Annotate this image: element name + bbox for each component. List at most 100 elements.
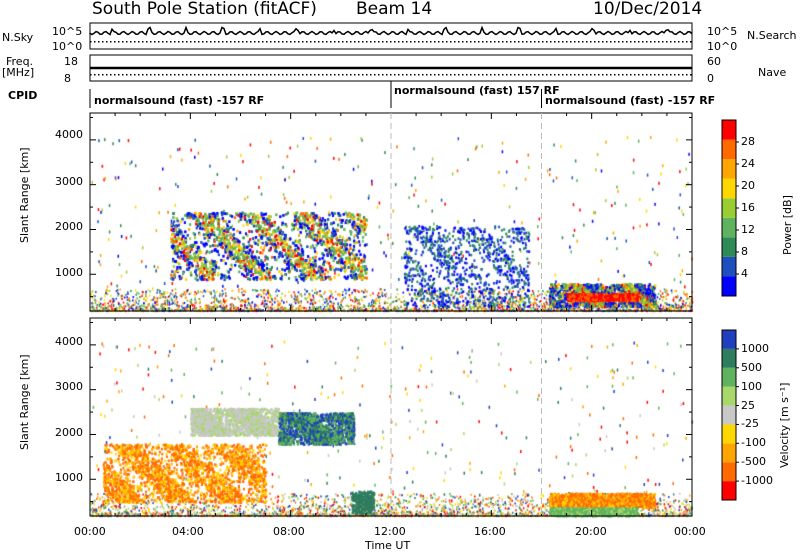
- nave-point: [390, 74, 392, 76]
- nsearch-point: [282, 41, 284, 43]
- nave-point: [290, 74, 292, 76]
- nsearch-point: [330, 41, 332, 43]
- velocity-ylabel: Slant Range [km]: [18, 354, 31, 450]
- nsearch-point: [286, 41, 288, 43]
- nsearch-point: [670, 41, 672, 43]
- nave-point: [234, 74, 236, 76]
- nave-point: [638, 74, 640, 76]
- nsearch-point: [134, 41, 136, 43]
- nsearch-point: [538, 41, 540, 43]
- nave-point: [230, 74, 232, 76]
- nave-point: [214, 74, 216, 76]
- power-colorbar-ticklabel: 12: [741, 223, 755, 236]
- nsearch-point: [190, 41, 192, 43]
- nsearch-point: [166, 41, 168, 43]
- nave-point: [242, 74, 244, 76]
- nsearch-point: [106, 41, 108, 43]
- nave-point: [346, 74, 348, 76]
- nsearch-point: [410, 41, 412, 43]
- nsearch-point: [262, 41, 264, 43]
- power-colorbar-ticklabel: 8: [741, 245, 748, 258]
- nsearch-point: [606, 41, 608, 43]
- power-colorbar-ticklabel: 24: [741, 157, 755, 170]
- nave-point: [278, 74, 280, 76]
- nave-point: [310, 74, 312, 76]
- nsearch-point: [634, 41, 636, 43]
- power-colorbar-swatch: [722, 159, 736, 179]
- nsearch-point: [378, 41, 380, 43]
- xtick-0800: 08:00: [273, 525, 305, 538]
- velocity-colorbar-ticklabel: -25: [741, 417, 759, 431]
- nsearch-point: [94, 41, 96, 43]
- velocity-colorbar-swatch: [722, 386, 736, 406]
- nsearch-point: [686, 41, 688, 43]
- nsearch-point: [390, 41, 392, 43]
- nsearch-point: [306, 41, 308, 43]
- nsearch-point: [446, 41, 448, 43]
- nsearch-point: [478, 41, 480, 43]
- nsearch-point: [626, 41, 628, 43]
- nave-point: [482, 74, 484, 76]
- nsearch-point: [230, 41, 232, 43]
- nsearch-point: [386, 41, 388, 43]
- nsearch-point: [650, 41, 652, 43]
- power-panel-frame: [89, 112, 693, 312]
- nsearch-point: [614, 41, 616, 43]
- velocity-colorbar-ticklabel: -1000: [741, 474, 773, 488]
- nsearch-point: [210, 41, 212, 43]
- velocity-colorbar-ticklabel: 25: [741, 398, 755, 412]
- nave-point: [322, 74, 324, 76]
- nsearch-point: [242, 41, 244, 43]
- nsearch-point: [366, 41, 368, 43]
- nsearch-point: [398, 41, 400, 43]
- nave-point: [418, 74, 420, 76]
- nave-point: [682, 74, 684, 76]
- nave-point: [282, 74, 284, 76]
- power-ytick-4000: 4000: [55, 128, 83, 141]
- nsearch-point: [350, 41, 352, 43]
- nsearch-point: [570, 41, 572, 43]
- velocity-ytick-4000: 4000: [55, 335, 83, 348]
- nave-point: [178, 74, 180, 76]
- nave-point: [670, 74, 672, 76]
- nsearch-point: [290, 41, 292, 43]
- nsearch-label: N.Search: [747, 29, 797, 42]
- nsearch-point: [558, 41, 560, 43]
- power-colorbar-swatch: [722, 237, 736, 257]
- power-ylabel: Slant Range [km]: [18, 147, 31, 243]
- nave-point: [658, 74, 660, 76]
- nsearch-point: [194, 41, 196, 43]
- nsearch-point: [362, 41, 364, 43]
- nsearch-point: [274, 41, 276, 43]
- nave-point: [198, 74, 200, 76]
- nsearch-point: [566, 41, 568, 43]
- velocity-colorbar-ticklabel: -500: [741, 455, 766, 469]
- nsearch-point: [302, 41, 304, 43]
- nave-point: [262, 74, 264, 76]
- nave-point: [590, 74, 592, 76]
- nave-point: [526, 74, 528, 76]
- nsearch-point: [318, 41, 320, 43]
- nave-point: [306, 74, 308, 76]
- nave-point: [274, 74, 276, 76]
- nsearch-point: [150, 41, 152, 43]
- nave-point: [606, 74, 608, 76]
- nsearch-point: [662, 41, 664, 43]
- nsearch-point: [618, 41, 620, 43]
- velocity-colorbar-ticklabel: -100: [741, 436, 766, 450]
- nave-point: [510, 74, 512, 76]
- nave-point: [334, 74, 336, 76]
- nsearch-point: [494, 41, 496, 43]
- xtick-0000: 00:00: [74, 525, 106, 538]
- nave-point: [338, 74, 340, 76]
- nave-point: [126, 74, 128, 76]
- nave-point: [110, 74, 112, 76]
- nave-point: [438, 74, 440, 76]
- nave-point: [518, 74, 520, 76]
- nsky-tick-low: 10^0: [52, 40, 83, 53]
- nave-point: [470, 74, 472, 76]
- nave-point: [634, 74, 636, 76]
- nsearch-point: [518, 41, 520, 43]
